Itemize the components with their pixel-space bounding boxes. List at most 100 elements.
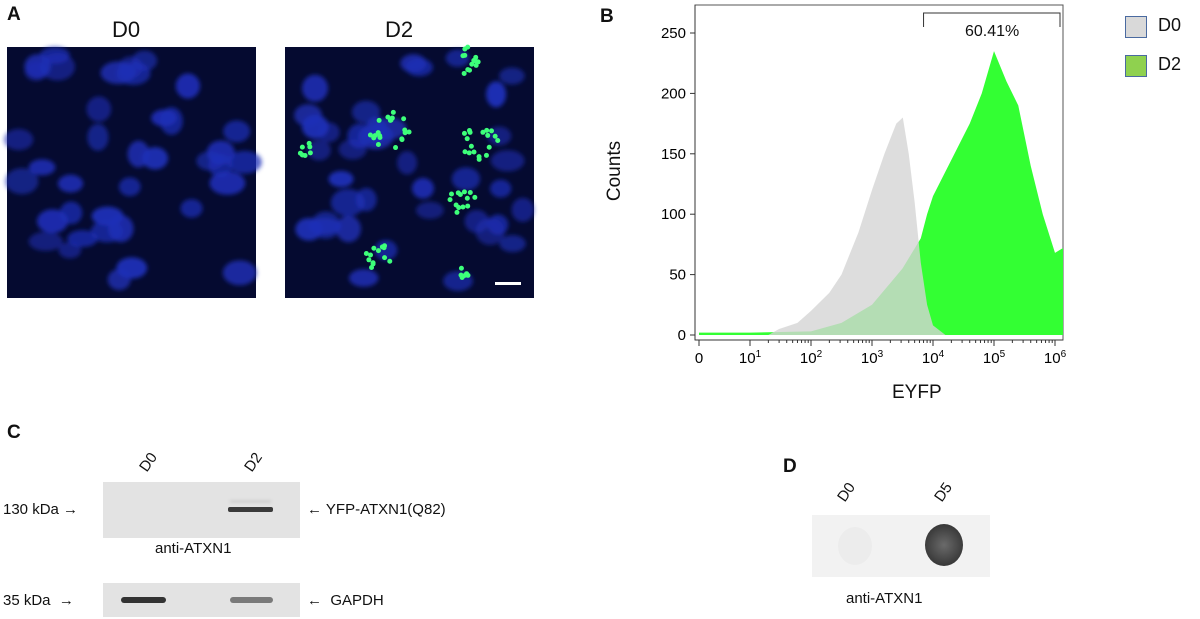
nucleus [222, 260, 257, 286]
band-yfp-atxn1 [228, 507, 273, 512]
y-axis-label: Counts [604, 140, 626, 202]
blot-gapdh [103, 583, 300, 617]
puncta [464, 195, 470, 201]
gate-label: 60.41% [965, 23, 1020, 40]
nucleus [39, 46, 70, 64]
nucleus [355, 187, 377, 212]
puncta [449, 191, 455, 197]
band-gapdh-d0 [121, 597, 166, 603]
puncta [489, 128, 495, 134]
nucleus [5, 168, 39, 195]
puncta [377, 135, 383, 141]
band-gapdh-d2 [230, 597, 273, 603]
puncta [367, 132, 373, 138]
puncta [393, 145, 399, 151]
y-tick-label: 0 [678, 327, 686, 344]
x-tick-label: 102 [800, 349, 823, 367]
nucleus [486, 81, 507, 108]
puncta [401, 116, 407, 122]
image-title-d2: D2 [385, 17, 414, 42]
gate-bracket [923, 12, 1061, 27]
nucleus [336, 215, 361, 243]
dot-lane-d5: D5 [931, 479, 957, 505]
nucleus [317, 122, 340, 143]
flow-histogram: 0 50 100 150 200 250 0 101 102 103 104 105 106 [661, 4, 1067, 367]
panel-a-label: A [7, 4, 21, 25]
puncta [297, 150, 303, 156]
y-tick-label: 100 [661, 206, 686, 223]
nucleus [307, 139, 331, 161]
puncta [460, 53, 466, 59]
puncta [390, 109, 396, 115]
puncta [476, 154, 482, 160]
puncta [371, 245, 377, 251]
y-tick-label: 150 [661, 146, 686, 163]
puncta [382, 255, 388, 261]
puncta [406, 129, 412, 135]
nucleus [57, 174, 84, 193]
nucleus [397, 151, 418, 175]
puncta [371, 135, 377, 141]
puncta [464, 136, 470, 142]
nucleus [311, 211, 341, 239]
blot-atxn1 [103, 482, 300, 538]
legend-label-d2: D2 [1158, 54, 1182, 74]
puncta [307, 150, 313, 156]
dot-d5 [925, 524, 963, 566]
nucleus [36, 209, 69, 234]
puncta [381, 245, 387, 251]
x-tick-label: 105 [983, 349, 1006, 367]
nucleus [180, 199, 203, 218]
scale-bar [495, 282, 521, 285]
puncta [462, 149, 468, 155]
puncta [461, 70, 467, 76]
puncta [472, 194, 478, 200]
nucleus [223, 120, 251, 143]
nucleus [118, 177, 141, 197]
puncta [461, 189, 467, 195]
nucleus [116, 257, 148, 279]
antibody-label-c: anti-ATXN1 [155, 540, 232, 557]
nucleus [351, 100, 381, 124]
nucleus [294, 104, 323, 127]
puncta [302, 153, 308, 159]
puncta [388, 117, 394, 123]
puncta [461, 130, 467, 136]
puncta [480, 129, 486, 135]
puncta [486, 144, 492, 150]
target-yfp-atxn1: ← YFP-ATXN1(Q82) [307, 501, 446, 518]
puncta [387, 258, 393, 264]
nucleus [227, 150, 262, 174]
puncta [466, 128, 472, 134]
puncta [456, 205, 462, 211]
nucleus [328, 170, 354, 188]
legend-label-d0: D0 [1158, 15, 1182, 35]
puncta [447, 197, 453, 203]
microscopy-images [3, 44, 535, 298]
legend-swatch-d2 [1125, 55, 1147, 77]
nucleus [151, 109, 177, 127]
nucleus [86, 96, 112, 122]
puncta [376, 117, 382, 123]
nucleus [490, 150, 525, 172]
series-D0 [768, 117, 946, 335]
nucleus [302, 74, 329, 102]
nucleus [499, 235, 526, 253]
puncta [370, 261, 376, 267]
puncta [375, 142, 381, 148]
puncta [471, 149, 477, 155]
puncta [468, 143, 474, 149]
x-axis-label: EYFP [892, 382, 942, 403]
puncta [454, 209, 460, 215]
puncta [460, 204, 466, 210]
puncta [484, 127, 490, 133]
puncta [492, 133, 498, 139]
nucleus [3, 128, 34, 151]
puncta [485, 132, 491, 138]
x-tick-label: 101 [739, 349, 762, 367]
x-tick-label: 0 [695, 350, 703, 367]
target-gapdh: ← GAPDH [307, 592, 384, 609]
series-D2 [699, 51, 1063, 336]
puncta [495, 137, 501, 143]
nucleus [100, 61, 137, 85]
